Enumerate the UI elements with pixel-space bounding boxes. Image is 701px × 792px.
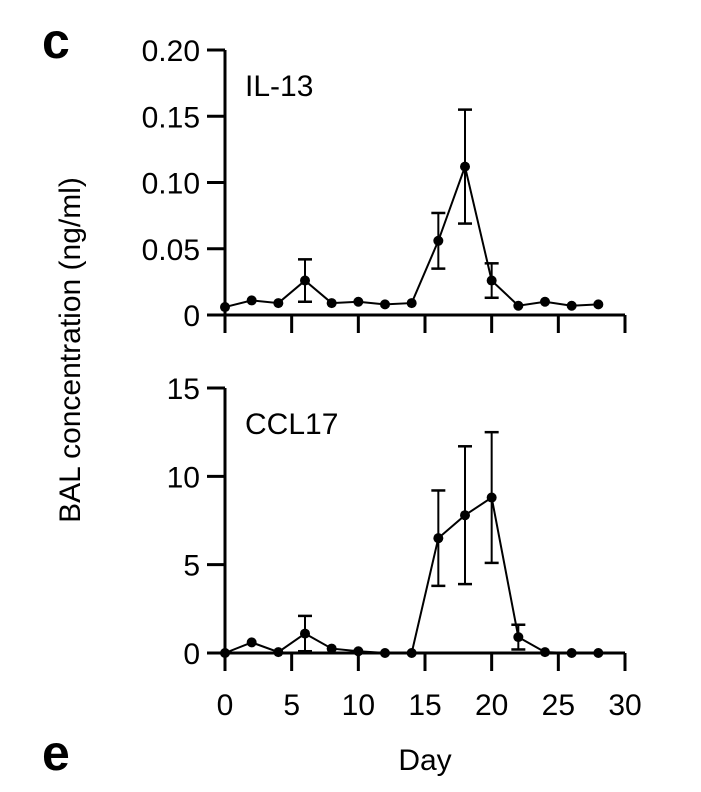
data-point — [593, 648, 604, 658]
x-tick-label: 20 — [475, 689, 508, 722]
y-tick-label: 0.10 — [142, 168, 200, 201]
panel-label-c: c — [42, 13, 70, 69]
chart-title: IL-13 — [245, 70, 313, 103]
data-point — [486, 492, 497, 503]
data-point — [460, 510, 470, 521]
y-tick-label: 0 — [183, 300, 200, 333]
x-tick-label: 30 — [608, 689, 641, 722]
y-tick-label: 0.20 — [142, 35, 200, 68]
data-point — [406, 298, 417, 309]
data-point — [593, 299, 604, 310]
data-point — [353, 646, 364, 657]
data-point — [540, 647, 550, 658]
data-point — [246, 295, 257, 306]
chart-title: CCL17 — [245, 408, 338, 441]
data-point — [246, 637, 257, 648]
chart-il13: 0 0.05 0.10 0.15 0.20 IL-13 — [142, 35, 627, 333]
data-point — [433, 235, 444, 246]
data-point — [406, 648, 417, 658]
y-tick-label: 0.15 — [142, 101, 200, 134]
data-point — [326, 298, 337, 309]
y-tick-label: 0.05 — [142, 234, 200, 267]
data-point — [273, 647, 284, 658]
data-point — [433, 533, 444, 544]
data-point — [300, 628, 310, 639]
data-point — [326, 643, 337, 654]
data-point — [273, 298, 284, 309]
y-tick-label: 5 — [183, 550, 200, 583]
data-point — [460, 161, 470, 172]
series-line — [224, 163, 599, 309]
data-point — [220, 648, 230, 658]
data-point — [380, 299, 390, 310]
y-tick-label: 15 — [167, 373, 200, 406]
chart-ccl17: 0 5 10 15 0 5 10 15 20 25 30 Day CCL17 — [167, 373, 642, 777]
data-point — [540, 296, 550, 307]
data-point — [353, 296, 364, 307]
x-axis-label: Day — [398, 744, 451, 777]
x-tick-label: 5 — [283, 689, 300, 722]
x-tick-label: 10 — [342, 689, 375, 722]
y-tick-label: 0 — [183, 638, 200, 671]
data-point — [486, 275, 497, 286]
panel-label-e: e — [42, 725, 70, 781]
data-point — [380, 648, 390, 658]
data-point — [220, 302, 230, 313]
data-point — [566, 648, 577, 658]
data-point — [513, 632, 524, 643]
x-tick-label: 25 — [542, 689, 575, 722]
data-point — [566, 300, 577, 311]
y-tick-label: 10 — [167, 461, 200, 494]
data-point — [300, 275, 310, 286]
x-tick-label: 0 — [217, 689, 234, 722]
y-axis-label: BAL concentration (ng/ml) — [54, 177, 87, 523]
series-line — [224, 495, 599, 654]
x-tick-label: 15 — [408, 689, 441, 722]
data-point — [513, 300, 524, 311]
